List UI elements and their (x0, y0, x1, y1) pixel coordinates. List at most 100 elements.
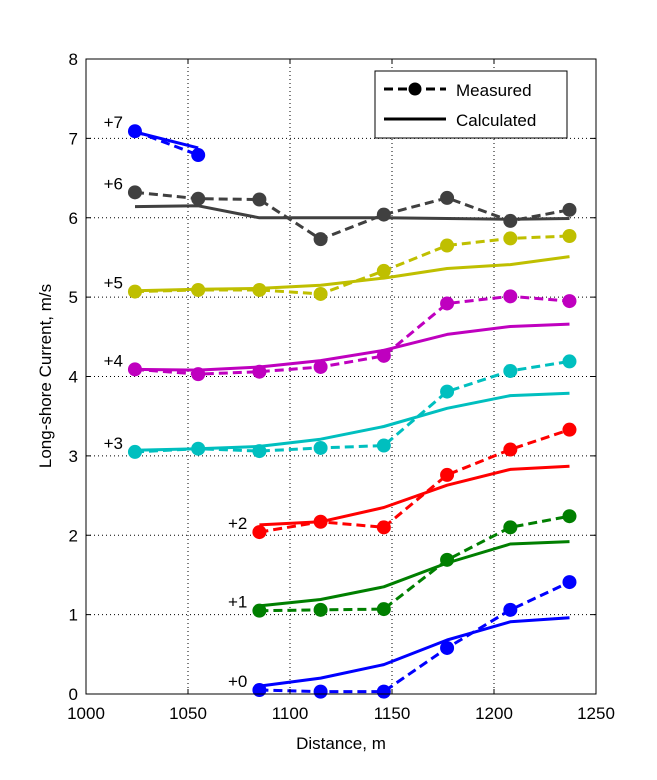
axis-ticks: 1000 1050 1100 1150 1200 1250 0 1 2 3 4 5 6 7 8 (67, 50, 615, 723)
measured-point (127, 185, 142, 200)
measured-line (259, 580, 571, 694)
y-axis-label: Long-shore Current, m/s (36, 284, 55, 468)
measured-line (134, 294, 570, 376)
y-tick-label: 3 (69, 447, 78, 466)
series-plus3 (127, 354, 577, 459)
measured-point (440, 640, 455, 655)
legend-box (374, 70, 568, 139)
legend-measured-marker (408, 82, 422, 96)
y-tick-label: 2 (69, 526, 78, 545)
measured-point (562, 202, 577, 217)
measured-point (191, 441, 206, 456)
calculated-line (259, 464, 570, 527)
measured-line (134, 234, 570, 296)
measured-point (503, 602, 518, 617)
measured-point (562, 509, 577, 524)
measured-point (191, 191, 206, 206)
measured-point (503, 231, 518, 246)
y-tick-label: 7 (69, 129, 78, 148)
measured-point (252, 683, 267, 698)
series-label: +4 (104, 351, 123, 370)
measured-point (376, 207, 391, 222)
measured-line (134, 129, 199, 157)
measured-point (127, 362, 142, 377)
measured-point (503, 442, 518, 457)
measured-point (440, 190, 455, 205)
measured-point (313, 602, 328, 617)
measured-point (252, 282, 267, 297)
measured-point (252, 444, 267, 459)
measured-point (503, 213, 518, 228)
measured-point (252, 603, 267, 618)
series-label: +6 (104, 174, 123, 193)
measured-point (562, 354, 577, 369)
series-label: +7 (104, 113, 123, 132)
calculated-line (259, 540, 570, 608)
legend-measured-label: Measured (456, 81, 532, 100)
series-plus1 (252, 509, 577, 618)
measured-point (313, 232, 328, 247)
measured-point (440, 552, 455, 567)
x-axis-label: Distance, m (296, 734, 386, 753)
measured-point (313, 440, 328, 455)
series-plus4 (127, 289, 577, 382)
measured-point (376, 684, 391, 699)
measured-line (134, 359, 570, 454)
measured-line (259, 514, 570, 613)
measured-line (259, 428, 570, 534)
x-tick-label: 1200 (475, 704, 513, 723)
series-plus2 (252, 422, 577, 540)
x-tick-label: 1050 (169, 704, 207, 723)
measured-point (127, 284, 142, 299)
measured-point (562, 294, 577, 309)
measured-point (191, 148, 206, 163)
measured-point (440, 238, 455, 253)
measured-point (313, 286, 328, 301)
measured-point (313, 359, 328, 374)
measured-point (503, 289, 518, 304)
series-plus6 (127, 185, 577, 247)
calculated-line (134, 322, 570, 372)
measured-point (503, 520, 518, 535)
measured-line (134, 190, 570, 241)
measured-point (376, 438, 391, 453)
measured-point (313, 514, 328, 529)
measured-point (376, 520, 391, 535)
measured-point (440, 467, 455, 482)
series-label: +1 (228, 593, 247, 612)
legend-calculated-label: Calculated (456, 111, 536, 130)
calculated-line (259, 616, 570, 688)
x-tick-label: 1000 (67, 704, 105, 723)
calculated-line (134, 130, 199, 150)
measured-point (376, 348, 391, 363)
measured-point (191, 367, 206, 382)
measured-point (503, 363, 518, 378)
y-tick-label: 8 (69, 50, 78, 69)
y-tick-label: 6 (69, 209, 78, 228)
series-label: +0 (228, 672, 247, 691)
x-tick-label: 1150 (374, 704, 411, 723)
series-labels: +0 +1 +2 +3 +4 +5 +6 +7 (104, 113, 248, 691)
series-label: +3 (104, 434, 123, 453)
y-tick-label: 4 (69, 368, 78, 387)
measured-point (440, 296, 455, 311)
measured-point (127, 124, 142, 139)
series-label: +5 (104, 274, 123, 293)
measured-point (252, 364, 267, 379)
measured-point (252, 192, 267, 207)
measured-point (127, 444, 142, 459)
measured-point (562, 229, 577, 244)
y-tick-label: 1 (69, 606, 78, 625)
measured-point (376, 263, 391, 278)
series-plus5 (127, 229, 577, 301)
series-label: +2 (228, 514, 247, 533)
calculated-line (134, 204, 570, 221)
measured-point (376, 602, 391, 617)
measured-point (562, 575, 577, 590)
y-tick-label: 5 (69, 288, 78, 307)
measured-point (191, 282, 206, 297)
series-layer (127, 124, 577, 699)
measured-point (562, 422, 577, 437)
measured-point (313, 684, 328, 699)
